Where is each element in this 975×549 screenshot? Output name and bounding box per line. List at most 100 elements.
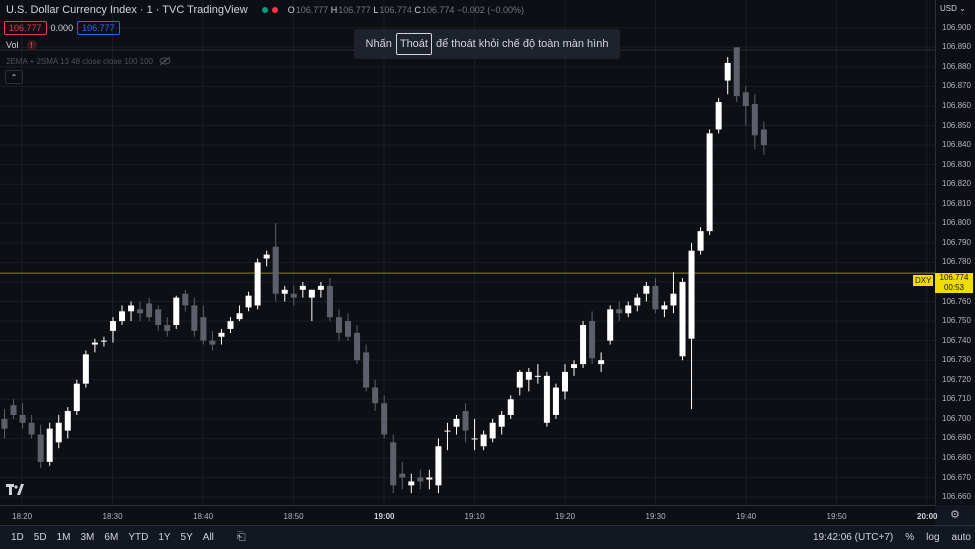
- candle-body: [733, 47, 740, 97]
- range-buttons: 1D 5D 1M 3M 6M YTD 1Y 5Y All: [6, 532, 219, 543]
- log-toggle[interactable]: log: [926, 532, 940, 543]
- candle-body: [516, 371, 523, 388]
- candle-body: [435, 446, 442, 486]
- candle-body: [363, 352, 370, 388]
- data-status-dot: [271, 7, 278, 13]
- price-tick-label: 106.760: [942, 296, 971, 306]
- indicator-label[interactable]: 2EMA + 2SMA 13 48 close close 100 100: [6, 56, 153, 66]
- candle-body: [28, 422, 35, 435]
- symbol-legend: U.S. Dollar Currency Index · 1 · TVC Tra…: [6, 4, 524, 16]
- currency-selector[interactable]: USD ⌄: [940, 4, 966, 13]
- candle-body: [155, 309, 162, 325]
- candle-body: [643, 285, 650, 294]
- candle-body: [399, 473, 406, 478]
- candle-body: [146, 303, 153, 318]
- time-axis[interactable]: 18:20 18:30 18:40 18:50 19:00 19:10 19:20 19:30…: [0, 505, 937, 526]
- candle-body: [109, 321, 116, 331]
- candle-body: [697, 231, 704, 251]
- time-tick-label: 18:20: [12, 512, 33, 521]
- price-tick-label: 106.710: [942, 394, 971, 404]
- range-button-5d[interactable]: 5D: [33, 532, 47, 543]
- candle-body: [706, 133, 713, 232]
- price-tick-label: 106.680: [942, 452, 971, 462]
- candle-body: [552, 387, 559, 415]
- candle-body: [91, 342, 98, 345]
- price-tick-label: 106.840: [942, 140, 971, 150]
- candle-body: [254, 262, 261, 306]
- date-range-icon[interactable]: ⎗: [236, 531, 246, 543]
- range-button-1m[interactable]: 1M: [56, 532, 71, 543]
- buy-button[interactable]: 106.777: [77, 21, 120, 35]
- price-tick-label: 106.820: [942, 179, 971, 189]
- tradingview-logo-icon[interactable]: [6, 484, 24, 498]
- time-tick-label: 18:50: [283, 512, 304, 521]
- fullscreen-exit-banner: Nhấn Thoát để thoát khỏi chế độ toàn màn…: [354, 29, 620, 59]
- candle-body: [345, 321, 352, 337]
- range-button-1y[interactable]: 1Y: [158, 532, 171, 543]
- price-tick-label: 106.700: [942, 413, 971, 423]
- price-axis[interactable]: USD ⌄ 106.900 106.890 106.880 106.870 106.86…: [935, 0, 975, 505]
- candle-body: [335, 317, 342, 333]
- auto-toggle[interactable]: auto: [951, 532, 971, 543]
- sell-button[interactable]: 106.777: [4, 21, 47, 35]
- candle-body: [462, 411, 469, 431]
- range-button-6m[interactable]: 6M: [104, 532, 119, 543]
- clock[interactable]: 19:42:06 (UTC+7): [812, 532, 894, 543]
- time-tick-label: 18:30: [102, 512, 123, 521]
- price-tick-label: 106.900: [942, 22, 971, 32]
- bar-countdown: 00:53: [943, 283, 965, 292]
- candlestick-chart[interactable]: [0, 0, 935, 505]
- eye-hidden-icon[interactable]: [159, 56, 171, 66]
- time-tick-label: 19:30: [645, 512, 666, 521]
- candle-body: [19, 414, 26, 423]
- candle-body: [634, 297, 641, 306]
- ohlc-values: O106.777 H106.777 L106.774 C106.774 −0.0…: [287, 5, 525, 15]
- price-tick-label: 106.870: [942, 81, 971, 91]
- candle-body: [525, 371, 532, 380]
- candle-body: [299, 285, 306, 290]
- price-tick-label: 106.790: [942, 237, 971, 247]
- candle-body: [679, 281, 686, 357]
- candle-body: [751, 104, 758, 136]
- spread-value: 0.000: [50, 23, 74, 33]
- range-button-all[interactable]: All: [202, 532, 214, 543]
- bottom-toolbar: 1D 5D 1M 3M 6M YTD 1Y 5Y All ⎗ 19:42:06 (UTC+7) …: [0, 525, 975, 549]
- candle-body: [661, 305, 668, 310]
- collapse-legend-button[interactable]: ⌃: [5, 70, 23, 84]
- range-button-ytd[interactable]: YTD: [128, 532, 149, 543]
- price-tick-label: 106.890: [942, 42, 971, 52]
- candle-body: [326, 285, 333, 318]
- candle-body: [571, 364, 578, 369]
- candle-body: [688, 250, 695, 339]
- warning-icon[interactable]: !: [26, 40, 37, 50]
- volume-label[interactable]: Vol: [6, 40, 19, 50]
- price-tick-label: 106.800: [942, 218, 971, 228]
- price-tick-label: 106.880: [942, 61, 971, 71]
- candle-body: [209, 340, 216, 345]
- candle-body: [408, 481, 415, 486]
- range-button-5y[interactable]: 5Y: [180, 532, 193, 543]
- candle-body: [453, 418, 460, 427]
- time-tick-label: 19:00: [374, 512, 395, 521]
- market-status-dot: [261, 7, 268, 13]
- percent-toggle[interactable]: %: [905, 532, 915, 543]
- candle-body: [317, 285, 324, 290]
- candle-body: [715, 102, 722, 130]
- candle-body: [164, 324, 171, 331]
- banner-prefix: Nhấn: [365, 38, 392, 50]
- price-tick-label: 106.810: [942, 198, 971, 208]
- candle-body: [263, 254, 270, 259]
- range-button-1d[interactable]: 1D: [11, 532, 24, 543]
- time-tick-label: 19:20: [555, 512, 576, 521]
- candle-body: [10, 405, 17, 415]
- candle-body: [598, 360, 605, 365]
- symbol-title[interactable]: U.S. Dollar Currency Index · 1 · TVC Tra…: [6, 4, 248, 16]
- range-button-3m[interactable]: 3M: [80, 532, 95, 543]
- chart-pane[interactable]: U.S. Dollar Currency Index · 1 · TVC Tra…: [0, 0, 935, 505]
- time-tick-label: 19:10: [464, 512, 485, 521]
- price-tick-label: 106.730: [942, 355, 971, 365]
- indicator-legend: 2EMA + 2SMA 13 48 close close 100 100: [6, 56, 171, 66]
- axis-settings-icon[interactable]: ⚙: [950, 509, 960, 521]
- candle-body: [480, 434, 487, 447]
- bottom-right-controls: 19:42:06 (UTC+7) % log auto: [813, 532, 971, 543]
